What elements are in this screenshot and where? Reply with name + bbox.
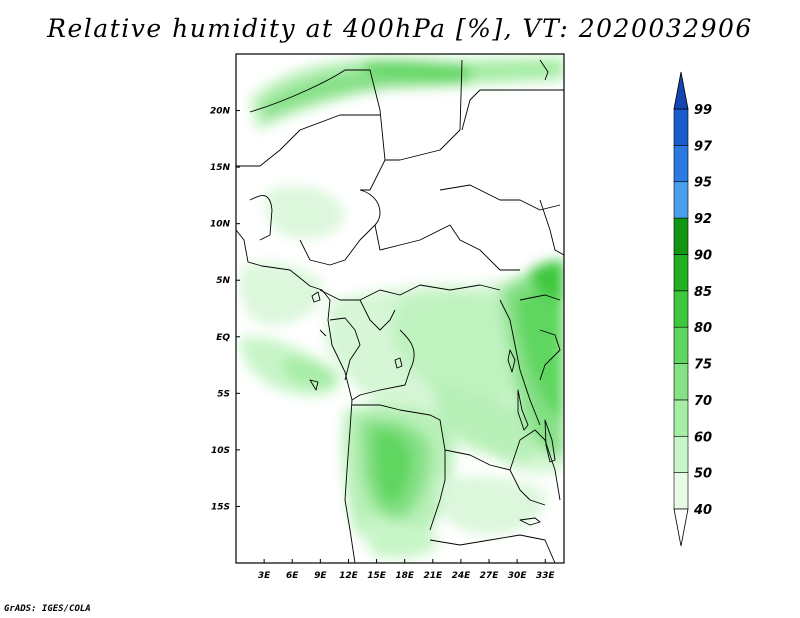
grads-credit: GrADS: IGES/COLA [4,604,91,614]
colorbar-level-label: 40 [693,503,712,518]
colorbar-low-triangle [673,508,689,547]
colorbar-box [673,472,689,510]
colorbar-level-label: 97 [694,139,713,154]
x-tick-label: 27E [480,571,500,581]
colorbar-box [673,363,689,401]
colorbar-box [673,108,689,146]
colorbar-box [673,254,689,292]
colorbar-box [673,145,689,183]
colorbar-level-label: 80 [694,321,712,336]
y-tick-label: EQ [216,333,230,343]
y-tick-label: 20N [210,107,231,117]
x-tick-label: 21E [423,571,443,581]
x-tick-label: 6E [286,571,299,581]
country-boundaries [236,59,564,563]
y-tick-label: 5S [217,389,230,399]
humidity-shading [236,54,564,563]
colorbar-level-label: 70 [694,394,712,409]
y-tick-label: 10N [210,220,231,230]
x-tick-label: 3E [258,571,271,581]
x-tick-label: 15E [367,571,387,581]
colorbar-level-label: 75 [694,358,712,373]
colorbar-box [673,217,689,255]
colorbar-level-label: 92 [694,212,712,227]
colorbar: 40 50 60 70 75 80 85 90 92 95 97 99 [673,71,713,547]
x-tick-label: 18E [395,571,415,581]
colorbar-level-label: 50 [694,467,712,482]
colorbar-level-label: 85 [694,285,712,300]
colorbar-level-label: 60 [694,430,712,445]
colorbar-box [673,326,689,364]
x-tick-label: 24E [452,571,472,581]
plot-frame [235,53,565,564]
y-tick-label: 15S [211,502,230,512]
colorbar-level-label: 95 [694,176,712,191]
x-tick-label: 9E [314,571,327,581]
y-axis-ticks: 20N 15N 10N 5N EQ 5S 10S 15S [210,107,240,512]
colorbar-level-label: 99 [694,103,712,118]
x-tick-label: 30E [508,571,528,581]
y-tick-label: 10S [211,446,230,456]
x-axis-ticks: 3E 6E 9E 12E 15E 18E 21E 24E 27E 30E 33E [258,559,556,581]
x-tick-label: 33E [536,571,556,581]
map-title: Relative humidity at 400hPa [%], VT: 202… [47,14,753,43]
colorbar-box [673,290,689,328]
colorbar-level-label: 90 [694,248,712,263]
colorbar-box [673,399,689,437]
y-tick-label: 15N [210,163,231,173]
y-tick-label: 5N [216,276,230,286]
colorbar-high-triangle [673,71,689,110]
colorbar-box [673,181,689,219]
colorbar-box [673,435,689,473]
x-tick-label: 12E [339,571,359,581]
